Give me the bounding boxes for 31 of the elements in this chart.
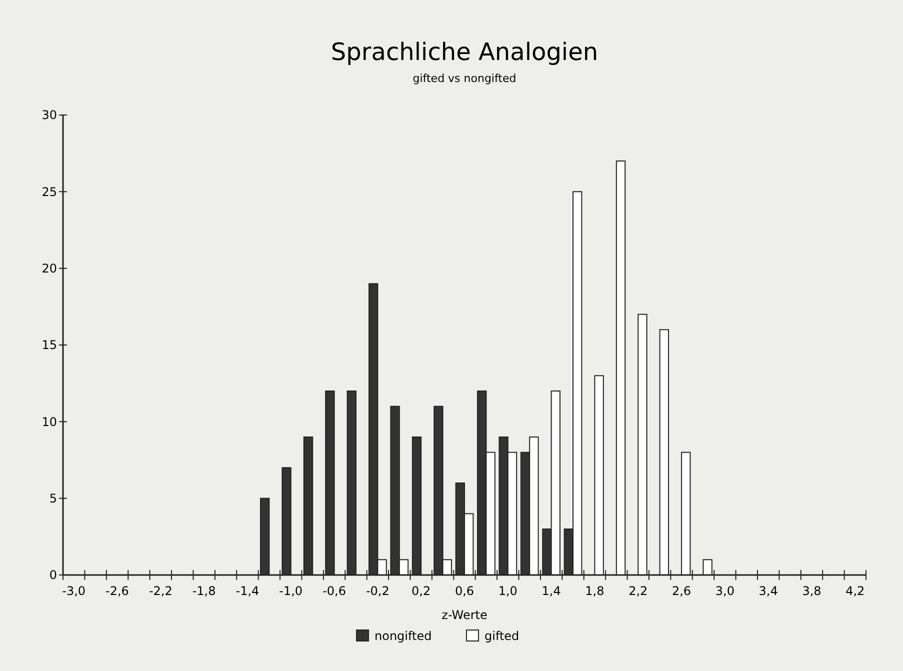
x-tick-label: -0,6	[322, 584, 346, 598]
x-tick-label: 1,0	[498, 584, 518, 598]
legend-label: nongifted	[374, 629, 432, 643]
y-tick-label: 30	[42, 108, 57, 122]
x-tick-label: 1,8	[585, 584, 604, 598]
y-tick-label: 25	[42, 184, 57, 199]
legend-label: gifted	[484, 629, 520, 643]
y-tick-label: 0	[49, 568, 57, 582]
x-tick-label: -2,6	[106, 584, 129, 598]
x-tick-label: -3,0	[62, 584, 86, 598]
y-tick-label: 10	[42, 414, 57, 429]
x-tick-label: -1,0	[279, 584, 303, 598]
x-tick-label: 0,2	[412, 584, 431, 598]
x-tick-label: -1,4	[236, 584, 260, 598]
x-tick-label: -0,2	[366, 584, 390, 598]
x-axis-title: z-Werte	[442, 608, 488, 622]
x-tick-label: 2,6	[672, 584, 692, 598]
chart-title: Sprachliche Analogien	[330, 38, 598, 66]
x-tick-label: 3,8	[802, 584, 822, 598]
x-tick-label: 2,2	[628, 584, 648, 598]
chart-subtitle: gifted vs nongifted	[412, 72, 516, 85]
y-tick-label: 20	[42, 262, 57, 276]
x-tick-label: 1,4	[542, 584, 561, 598]
x-tick-label: 4,2	[846, 584, 865, 598]
x-tick-label: -2,2	[148, 584, 172, 598]
x-tick-label: 3,0	[715, 584, 734, 598]
x-tick-label: -1,8	[192, 584, 216, 598]
x-tick-label: 0,6	[454, 584, 474, 598]
y-tick-label: 5	[49, 492, 57, 506]
y-tick-label: 15	[42, 338, 57, 352]
x-tick-label: 3,4	[758, 584, 778, 598]
